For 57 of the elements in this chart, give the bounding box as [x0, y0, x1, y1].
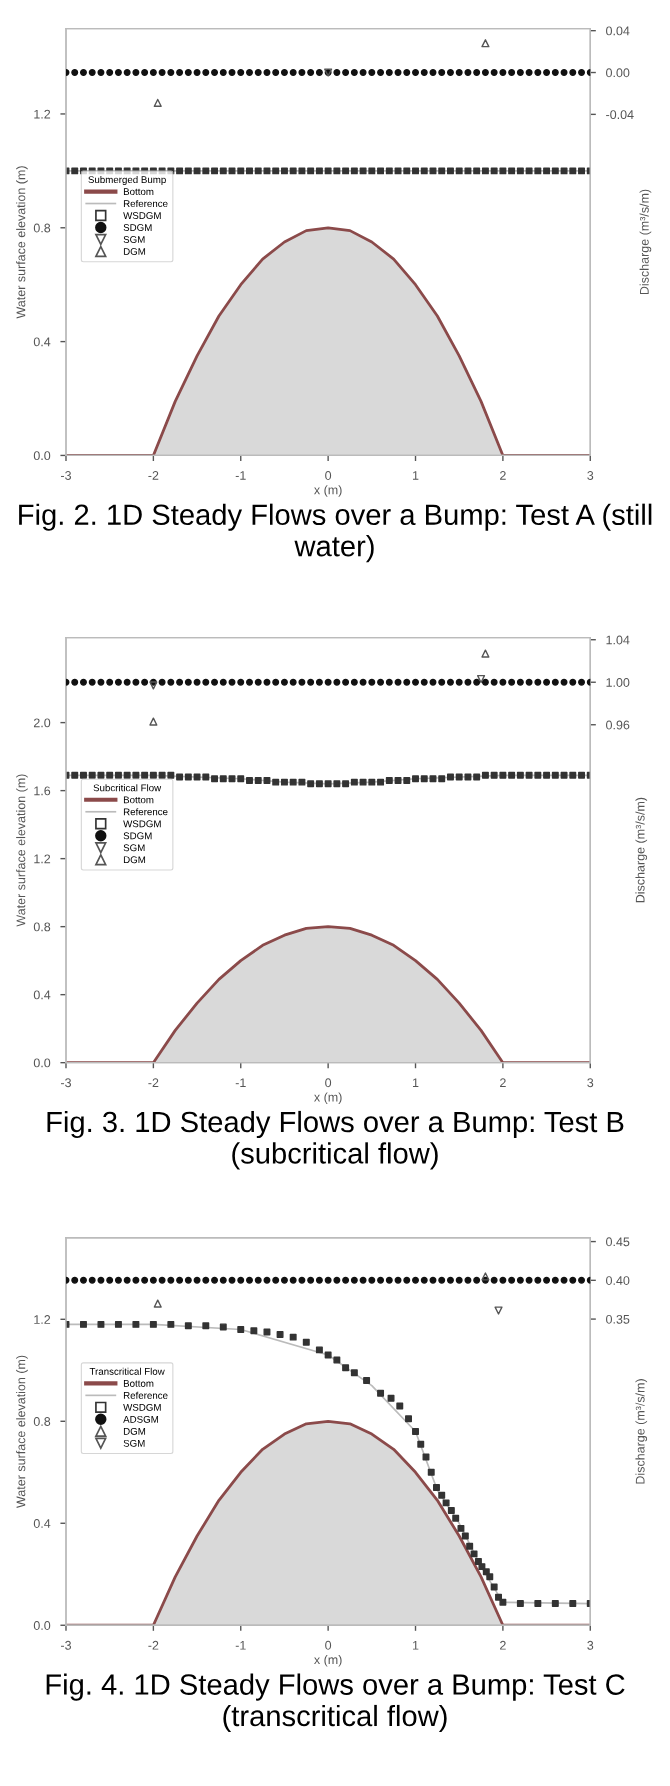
point [350, 1369, 358, 1377]
point [132, 1320, 140, 1328]
point [405, 1415, 412, 1423]
point [114, 1320, 122, 1328]
point [324, 1351, 332, 1359]
point [263, 1328, 271, 1336]
point [250, 1327, 258, 1335]
point [499, 1598, 507, 1606]
point [97, 1320, 105, 1328]
point [289, 1333, 297, 1341]
point [466, 1542, 474, 1550]
point [516, 1600, 524, 1608]
point [377, 1389, 385, 1397]
point [202, 1322, 210, 1330]
point [478, 1563, 486, 1571]
point [452, 1514, 460, 1522]
point [333, 1356, 341, 1364]
point [412, 1428, 419, 1435]
point [153, 98, 162, 107]
point [417, 1440, 425, 1448]
point [167, 1320, 175, 1328]
point [149, 717, 158, 726]
point [442, 1499, 450, 1507]
point [219, 1323, 227, 1331]
point [457, 1524, 465, 1532]
point [551, 1600, 559, 1608]
point [495, 1593, 502, 1601]
point [387, 1394, 395, 1402]
point [149, 1320, 157, 1328]
point [476, 674, 486, 684]
point [79, 1320, 87, 1328]
point [302, 1338, 310, 1346]
point [237, 1326, 245, 1333]
point [447, 1507, 455, 1514]
point [396, 1402, 404, 1410]
caption: Fig. 3. 1D Steady Flows over a Bump: Test B (subcritical flow) [47, 1110, 624, 1170]
point [474, 1558, 482, 1565]
point [481, 39, 490, 48]
point [461, 1532, 469, 1540]
point [490, 1583, 498, 1591]
point [569, 1600, 577, 1608]
caption: Fig. 4. 1D Steady Flows over a Bump: Test C (transcritical flow) [46, 1673, 625, 1733]
point [486, 1573, 494, 1581]
point [363, 1377, 371, 1384]
point [481, 649, 490, 658]
point [342, 1364, 350, 1372]
point [315, 1346, 323, 1354]
point [184, 1322, 192, 1330]
point [470, 1550, 478, 1558]
point [433, 1484, 440, 1492]
point [153, 1299, 162, 1308]
point [438, 1491, 446, 1499]
point [427, 1468, 435, 1476]
point [494, 1306, 503, 1315]
point [276, 1331, 284, 1339]
caption: Fig. 2. 1D Steady Flows over a Bump: Test A (still water) [19, 503, 652, 563]
point [534, 1600, 542, 1608]
